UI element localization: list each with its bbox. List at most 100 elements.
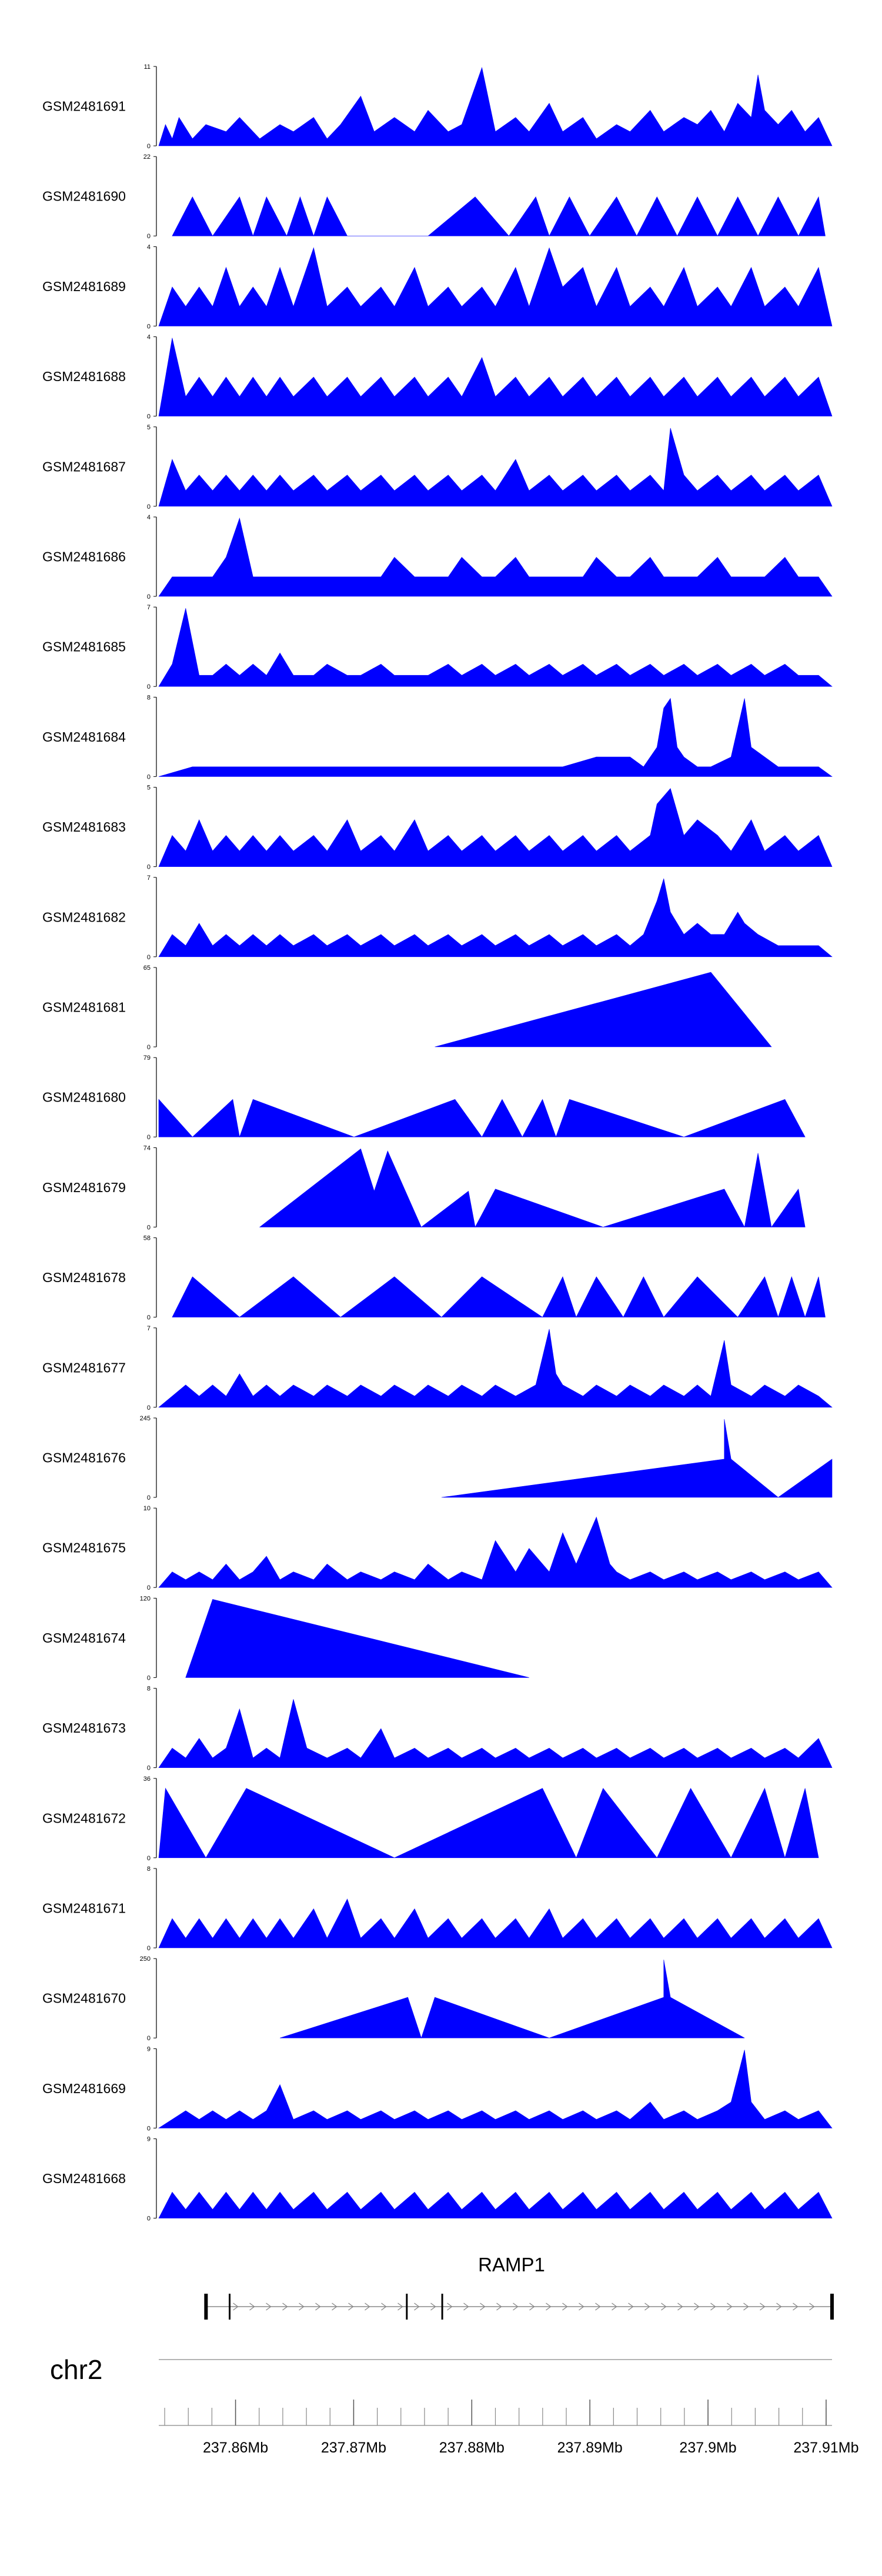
track-GSM2481680: GSM2481680 79 0 bbox=[42, 1055, 806, 1141]
tick-label: 237.86Mb bbox=[203, 2440, 268, 2456]
y-min-label: 0 bbox=[147, 413, 151, 421]
strand-arrow bbox=[727, 2303, 733, 2311]
y-min-label: 0 bbox=[147, 864, 151, 871]
y-min-label: 0 bbox=[147, 143, 151, 150]
y-min-label: 0 bbox=[147, 1855, 151, 1862]
tick-label: 237.87Mb bbox=[321, 2440, 386, 2456]
strand-arrow bbox=[381, 2303, 387, 2311]
track-label: GSM2481678 bbox=[42, 1270, 126, 1285]
strand-arrow bbox=[677, 2303, 683, 2311]
strand-arrow bbox=[233, 2303, 239, 2311]
y-max-label: 120 bbox=[140, 1595, 151, 1602]
gene-name-label: RAMP1 bbox=[478, 2254, 545, 2275]
coverage-area bbox=[441, 1419, 833, 1498]
coverage-area bbox=[435, 972, 772, 1047]
track-GSM2481682: GSM2481682 7 0 bbox=[42, 875, 833, 961]
track-label: GSM2481675 bbox=[42, 1540, 126, 1556]
y-max-label: 74 bbox=[143, 1144, 151, 1152]
y-min-label: 0 bbox=[147, 2215, 151, 2223]
track-label: GSM2481673 bbox=[42, 1720, 126, 1736]
track-label: GSM2481691 bbox=[42, 99, 126, 114]
strand-arrow bbox=[776, 2303, 782, 2311]
track-label: GSM2481683 bbox=[42, 819, 126, 835]
track-label: GSM2481672 bbox=[42, 1810, 126, 1826]
track-GSM2481684: GSM2481684 8 0 bbox=[42, 694, 833, 780]
strand-arrow bbox=[743, 2303, 749, 2311]
y-min-label: 0 bbox=[147, 593, 151, 600]
coverage-area bbox=[185, 1599, 529, 1678]
y-min-label: 0 bbox=[147, 2125, 151, 2132]
strand-arrow bbox=[332, 2303, 338, 2311]
coverage-area bbox=[158, 2191, 833, 2218]
track-label: GSM2481668 bbox=[42, 2171, 126, 2186]
y-max-label: 5 bbox=[147, 424, 151, 431]
strand-arrow bbox=[299, 2303, 305, 2311]
track-GSM2481688: GSM2481688 4 0 bbox=[42, 334, 833, 421]
axis-ticks: 237.86Mb 237.87Mb 237.88Mb 237.89Mb 237.9Mb 2… bbox=[159, 2359, 859, 2456]
track-GSM2481683: GSM2481683 5 0 bbox=[42, 785, 833, 871]
tick-label: 237.89Mb bbox=[557, 2440, 623, 2456]
y-min-label: 0 bbox=[147, 1044, 151, 1051]
strand-arrow bbox=[612, 2303, 617, 2311]
y-min-label: 0 bbox=[147, 1134, 151, 1141]
track-GSM2481670: GSM2481670 250 0 bbox=[42, 1956, 745, 2042]
track-GSM2481674: GSM2481674 120 0 bbox=[42, 1595, 529, 1681]
coverage-area bbox=[158, 66, 833, 146]
strand-arrow bbox=[809, 2303, 815, 2311]
coverage-area bbox=[158, 517, 833, 597]
coverage-area bbox=[259, 1148, 806, 1228]
strand-arrow bbox=[365, 2303, 370, 2311]
track-label: GSM2481677 bbox=[42, 1360, 126, 1375]
track-GSM2481675: GSM2481675 10 0 bbox=[42, 1505, 833, 1591]
track-label: GSM2481690 bbox=[42, 189, 126, 204]
coverage-area bbox=[158, 698, 833, 777]
strand-arrow bbox=[595, 2303, 601, 2311]
strand-arrow bbox=[793, 2303, 799, 2311]
exon bbox=[441, 2294, 443, 2320]
y-max-label: 8 bbox=[147, 1866, 151, 1873]
track-label: GSM2481679 bbox=[42, 1180, 126, 1195]
track-GSM2481685: GSM2481685 7 0 bbox=[42, 604, 833, 690]
strand-arrow bbox=[447, 2303, 453, 2311]
track-label: GSM2481676 bbox=[42, 1450, 126, 1466]
track-GSM2481671: GSM2481671 8 0 bbox=[42, 1866, 833, 1952]
strand-arrow bbox=[397, 2303, 403, 2311]
strand-arrow bbox=[480, 2303, 486, 2311]
track-GSM2481690: GSM2481690 22 0 bbox=[42, 154, 826, 240]
exon bbox=[229, 2294, 231, 2320]
coverage-area bbox=[158, 2050, 833, 2128]
coverage-area bbox=[158, 1787, 819, 1858]
y-max-label: 4 bbox=[147, 334, 151, 341]
y-min-label: 0 bbox=[147, 2035, 151, 2042]
y-max-label: 5 bbox=[147, 785, 151, 792]
coverage-area bbox=[158, 1699, 833, 1768]
y-max-label: 8 bbox=[147, 694, 151, 701]
coverage-area bbox=[158, 247, 833, 326]
strand-arrow bbox=[546, 2303, 552, 2311]
y-min-label: 0 bbox=[147, 1494, 151, 1501]
y-max-label: 245 bbox=[140, 1415, 151, 1422]
exon bbox=[830, 2294, 834, 2320]
track-GSM2481672: GSM2481672 36 0 bbox=[42, 1776, 819, 1862]
track-label: GSM2481670 bbox=[42, 1991, 126, 2006]
y-max-label: 7 bbox=[147, 875, 151, 882]
strand-arrow bbox=[529, 2303, 535, 2311]
y-min-label: 0 bbox=[147, 1224, 151, 1231]
strand-arrow bbox=[315, 2303, 321, 2311]
track-label: GSM2481689 bbox=[42, 279, 126, 294]
track-label: GSM2481669 bbox=[42, 2081, 126, 2096]
y-min-label: 0 bbox=[147, 683, 151, 690]
y-min-label: 0 bbox=[147, 1404, 151, 1412]
strand-arrow bbox=[760, 2303, 766, 2311]
y-max-label: 36 bbox=[143, 1776, 151, 1783]
track-label: GSM2481681 bbox=[42, 1000, 126, 1015]
coverage-area bbox=[158, 1099, 806, 1138]
coverage-area bbox=[172, 1276, 826, 1318]
y-min-label: 0 bbox=[147, 1765, 151, 1772]
y-max-label: 9 bbox=[147, 2046, 151, 2053]
track-GSM2481677: GSM2481677 7 0 bbox=[42, 1325, 833, 1412]
tick-label: 237.9Mb bbox=[679, 2440, 736, 2456]
y-max-label: 7 bbox=[147, 1325, 151, 1332]
y-min-label: 0 bbox=[147, 233, 151, 240]
